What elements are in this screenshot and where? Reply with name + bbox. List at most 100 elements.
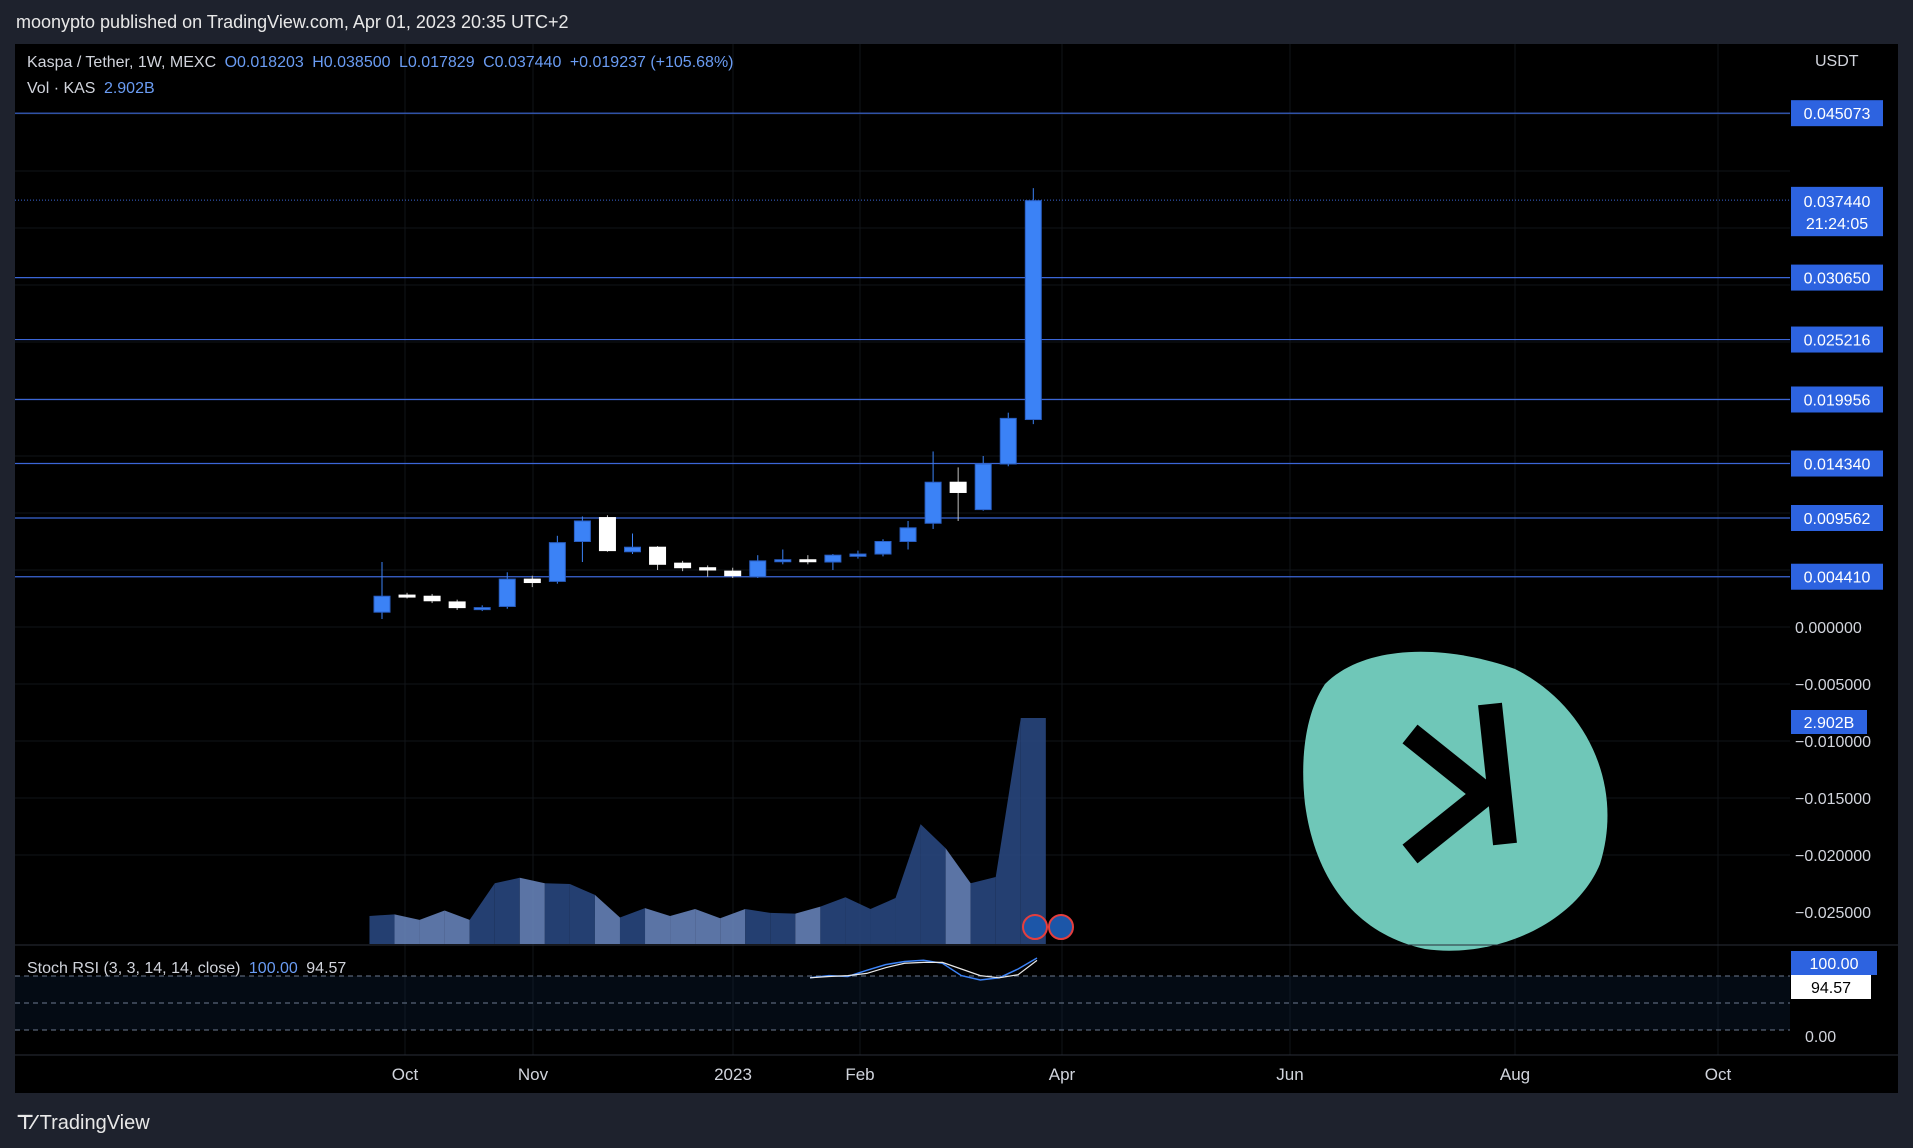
- price-axis-tick: 0.000000: [1795, 620, 1862, 637]
- level-price-label: 0.045073: [1804, 106, 1871, 123]
- candle-body: [774, 559, 792, 563]
- candle-body: [749, 560, 767, 578]
- candle-body: [924, 481, 942, 524]
- chart-pane[interactable]: Oct Nov 2023 Feb Apr Jun Aug Oct USDT 0.000000 −0.…: [15, 44, 1898, 1093]
- volume-area: [870, 898, 896, 944]
- volume-area: [619, 908, 646, 944]
- event-flag-icon: [1022, 914, 1048, 940]
- stoch-k-axis-label: 100.00: [1810, 956, 1859, 973]
- volume-area: [895, 824, 921, 944]
- time-axis-tick: Jun: [1276, 1065, 1303, 1084]
- candle-body: [473, 607, 491, 611]
- candle-body: [999, 417, 1017, 465]
- candle-body: [899, 527, 917, 543]
- volume-price-box: [1791, 710, 1867, 734]
- footer-bar: [0, 1093, 1913, 1148]
- candle-body: [724, 570, 742, 577]
- volume-area: [544, 883, 570, 944]
- tv-logo-icon: ⊤⁄: [16, 1112, 36, 1134]
- candle-body: [649, 546, 667, 565]
- candle-body: [974, 463, 992, 511]
- candle-body: [699, 567, 717, 571]
- volume-area: [945, 848, 971, 944]
- candle-body: [498, 578, 516, 607]
- volume-area: [670, 908, 696, 944]
- volume-area: [594, 894, 620, 944]
- volume-area: [970, 877, 996, 944]
- volume-area: [845, 897, 871, 944]
- candle-body: [573, 520, 591, 543]
- candle-body: [398, 594, 416, 598]
- ohlc-open: O0.018203: [224, 54, 304, 71]
- time-axis-tick: Apr: [1049, 1065, 1076, 1084]
- stoch-axis-tick: 0.00: [1805, 1029, 1836, 1046]
- candle-body: [1024, 200, 1042, 421]
- volume-value: 2.902B: [103, 80, 155, 97]
- stoch-k-box: [1791, 951, 1877, 975]
- volume-price-label: 2.902B: [1804, 715, 1855, 732]
- time-axis-tick: Aug: [1500, 1065, 1530, 1084]
- countdown-label: 21:24:05: [1806, 216, 1868, 233]
- price-axis-tick: −0.010000: [1795, 734, 1871, 751]
- ohlc-low: L0.017829: [398, 54, 475, 71]
- price-axis-tick: −0.020000: [1795, 848, 1871, 865]
- candle-body: [448, 601, 466, 609]
- currency-label: USDT: [1815, 53, 1859, 70]
- volume-area: [745, 908, 771, 944]
- price-axis-tick: −0.025000: [1795, 905, 1871, 922]
- candle-body: [598, 517, 616, 552]
- candle-body: [674, 562, 692, 569]
- candle-body: [874, 541, 892, 555]
- stoch-rsi-d: 94.57: [306, 960, 347, 977]
- symbol-name[interactable]: Kaspa / Tether, 1W, MEXC: [27, 54, 217, 71]
- price-axis-tick: −0.005000: [1795, 677, 1871, 694]
- level-price-label-bg: [1791, 100, 1883, 127]
- candle-body: [824, 554, 842, 563]
- last-price-label: 0.037440: [1804, 194, 1871, 211]
- volume-area: [394, 914, 420, 944]
- level-price-label-bg: [1791, 504, 1883, 531]
- ohlc-change: +0.019237 (+105.68%): [569, 54, 734, 71]
- volume-area: [820, 897, 846, 944]
- level-price-label: 0.004410: [1804, 570, 1871, 587]
- level-price-label-bg: [1791, 264, 1883, 291]
- time-axis-tick: Nov: [518, 1065, 549, 1084]
- candle-body: [624, 546, 641, 553]
- candle-body: [423, 595, 441, 602]
- candle-body: [523, 578, 541, 584]
- volume-area: [444, 910, 470, 944]
- volume-area: [695, 908, 721, 944]
- tradingview-logo[interactable]: ⊤⁄ TradingView: [16, 1110, 150, 1135]
- volume-area: [920, 824, 946, 944]
- candle-body: [949, 481, 967, 493]
- level-price-label-bg: [1791, 326, 1883, 353]
- volume-area: [494, 877, 520, 944]
- stoch-d-box: [1791, 975, 1871, 999]
- stoch-rsi-d-line: [809, 959, 1038, 979]
- stoch-rsi-k: 100.00: [248, 960, 298, 977]
- candle-body: [799, 559, 817, 563]
- candle-body: [849, 553, 867, 557]
- volume-legend: Vol · KAS 2.902B: [27, 80, 159, 98]
- candlestick-chart[interactable]: Oct Nov 2023 Feb Apr Jun Aug Oct USDT 0.000000 −0.…: [15, 44, 1898, 1093]
- level-price-label-bg: [1791, 563, 1883, 590]
- tv-logo-text: TradingView: [39, 1112, 150, 1134]
- stoch-rsi-band: [15, 976, 1790, 1030]
- level-price-label: 0.009562: [1804, 511, 1871, 528]
- level-price-label: 0.014340: [1804, 457, 1871, 474]
- ohlc-high: H0.038500: [312, 54, 391, 71]
- kaspa-logo: [1303, 651, 1608, 951]
- publish-bar: moonypto published on TradingView.com, A…: [0, 0, 1913, 44]
- volume-area: [795, 906, 821, 944]
- stoch-rsi-label[interactable]: Stoch RSI (3, 3, 14, 14, close): [27, 960, 241, 977]
- price-axis-tick: −0.015000: [1795, 791, 1871, 808]
- time-axis-tick: Oct: [392, 1065, 419, 1084]
- kaspa-logo-mark-icon: [1402, 702, 1517, 864]
- ohlc-close: C0.037440: [483, 54, 562, 71]
- level-price-label: 0.019956: [1804, 393, 1871, 410]
- candle-body: [548, 542, 566, 582]
- volume-label[interactable]: Vol · KAS: [27, 80, 96, 97]
- volume-area: [720, 908, 746, 944]
- symbol-legend: Kaspa / Tether, 1W, MEXC O0.018203 H0.03…: [27, 54, 738, 72]
- volume-area: [995, 718, 1021, 944]
